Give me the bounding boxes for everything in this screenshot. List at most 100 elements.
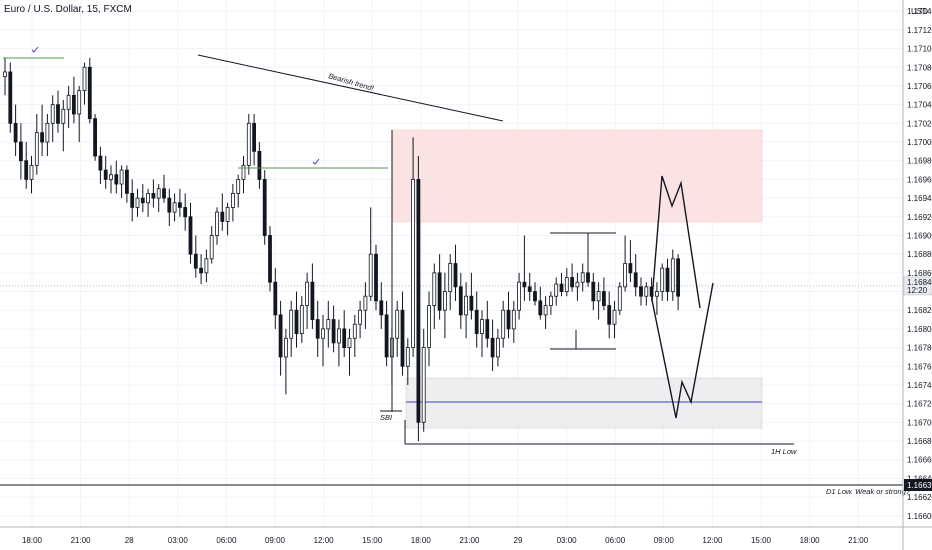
candle-body [299,305,304,334]
candle-body [236,179,241,194]
candle-body [458,286,463,316]
candle-body [167,197,172,213]
y-tick-label: 1.17100 [907,45,932,54]
candle-body [580,272,585,283]
candle-body [18,141,23,162]
candle-body [268,235,272,283]
candle-body [241,164,246,180]
candle-body [358,309,363,325]
candle-body [543,305,548,316]
candle-body [103,169,108,180]
x-tick-label: 12:00 [314,536,335,545]
x-tick-label: 29 [514,536,523,545]
demand-zone [405,377,763,429]
candle-body [448,263,453,292]
h1-low-label: 1H Low [771,447,797,456]
y-tick-label: 1.16640 [907,474,932,483]
candle-body [199,267,204,274]
candle-body [623,263,627,288]
candle-body [501,309,506,339]
candle-body [56,104,60,124]
candle-body [331,319,336,344]
candle-body [151,193,156,199]
candle-body [119,169,124,185]
candle-body [665,267,670,292]
candle-body [273,281,278,316]
candle-body [395,309,400,339]
candle-body [586,272,590,283]
chart-title: Euro / U.S. Dollar, 15, FXCM [4,4,132,15]
candle-body [495,337,500,358]
candle-body [522,281,527,288]
x-tick-label: 06:00 [605,536,626,545]
x-tick-label: 18:00 [411,536,432,545]
y-tick-label: 1.16620 [907,493,932,502]
x-tick-label: 18:00 [800,536,821,545]
current-price-value: 1.16846 [907,278,932,287]
checkmark-icon [31,46,39,53]
candle-body [225,207,230,222]
candle-body [628,263,633,274]
candle-body [93,118,97,157]
candle-body [66,94,71,110]
y-tick-label: 1.16660 [907,456,932,465]
candle-body [61,108,66,124]
candle-body [305,281,310,306]
y-tick-label: 1.16760 [907,362,932,371]
candle-body [633,272,638,288]
x-tick-label: 03:00 [168,536,189,545]
d1-low-question-label: D1 Low. Weak or strong? [826,487,911,496]
candle-body [342,328,347,348]
candle-body [559,283,564,292]
drawings [0,46,903,486]
candle-body [363,295,368,311]
candle-body [427,305,431,348]
candle-body [50,104,55,124]
supply-zone [391,129,763,223]
d1-low-price-value: 1.16639 [907,481,932,490]
x-tick-label: 03:00 [557,536,578,545]
candle-body [162,188,166,199]
candle-body [617,286,622,311]
candle-body [125,169,129,194]
current-price-countdown: 12:20 [907,286,928,295]
y-tick-label: 1.16700 [907,418,932,427]
x-tick-label: 12:00 [702,536,723,545]
candle-body [40,132,44,143]
candle-body [177,202,182,208]
candle-body [13,122,18,143]
y-tick-label: 1.16680 [907,437,932,446]
bearish-trend-label: Bearish trend! [327,71,375,93]
candle-body [352,323,357,339]
candle-body [257,150,262,180]
candle-body [527,286,532,292]
candle-body [34,132,39,166]
candle-body [575,281,580,288]
y-tick-label: 1.16740 [907,381,932,390]
x-tick-label: 09:00 [654,536,675,545]
candle-body [485,319,490,339]
candle-body [549,295,553,306]
y-tick-label: 1.16880 [907,250,932,259]
candle-body [533,291,537,302]
y-tick-label: 1.16980 [907,157,932,166]
y-tick-label: 1.16720 [907,400,932,409]
candle-body [336,328,341,344]
candle-body [246,122,251,166]
x-tick-label: 15:00 [362,536,383,545]
y-tick-label: 1.17140 [907,7,932,16]
candle-body [368,253,373,297]
bearish-trend-line [197,54,504,122]
candle-body [204,258,209,274]
candle-body [188,216,193,255]
candle-body [400,309,405,367]
candle-body [130,193,135,208]
candle-body [612,309,617,325]
candle-body [411,179,416,348]
y-tick-label: 1.17060 [907,82,932,91]
y-tick-label: 1.16600 [907,512,932,521]
x-tick-label: 21:00 [848,536,869,545]
candle-body [421,347,426,423]
candle-body [554,283,559,297]
